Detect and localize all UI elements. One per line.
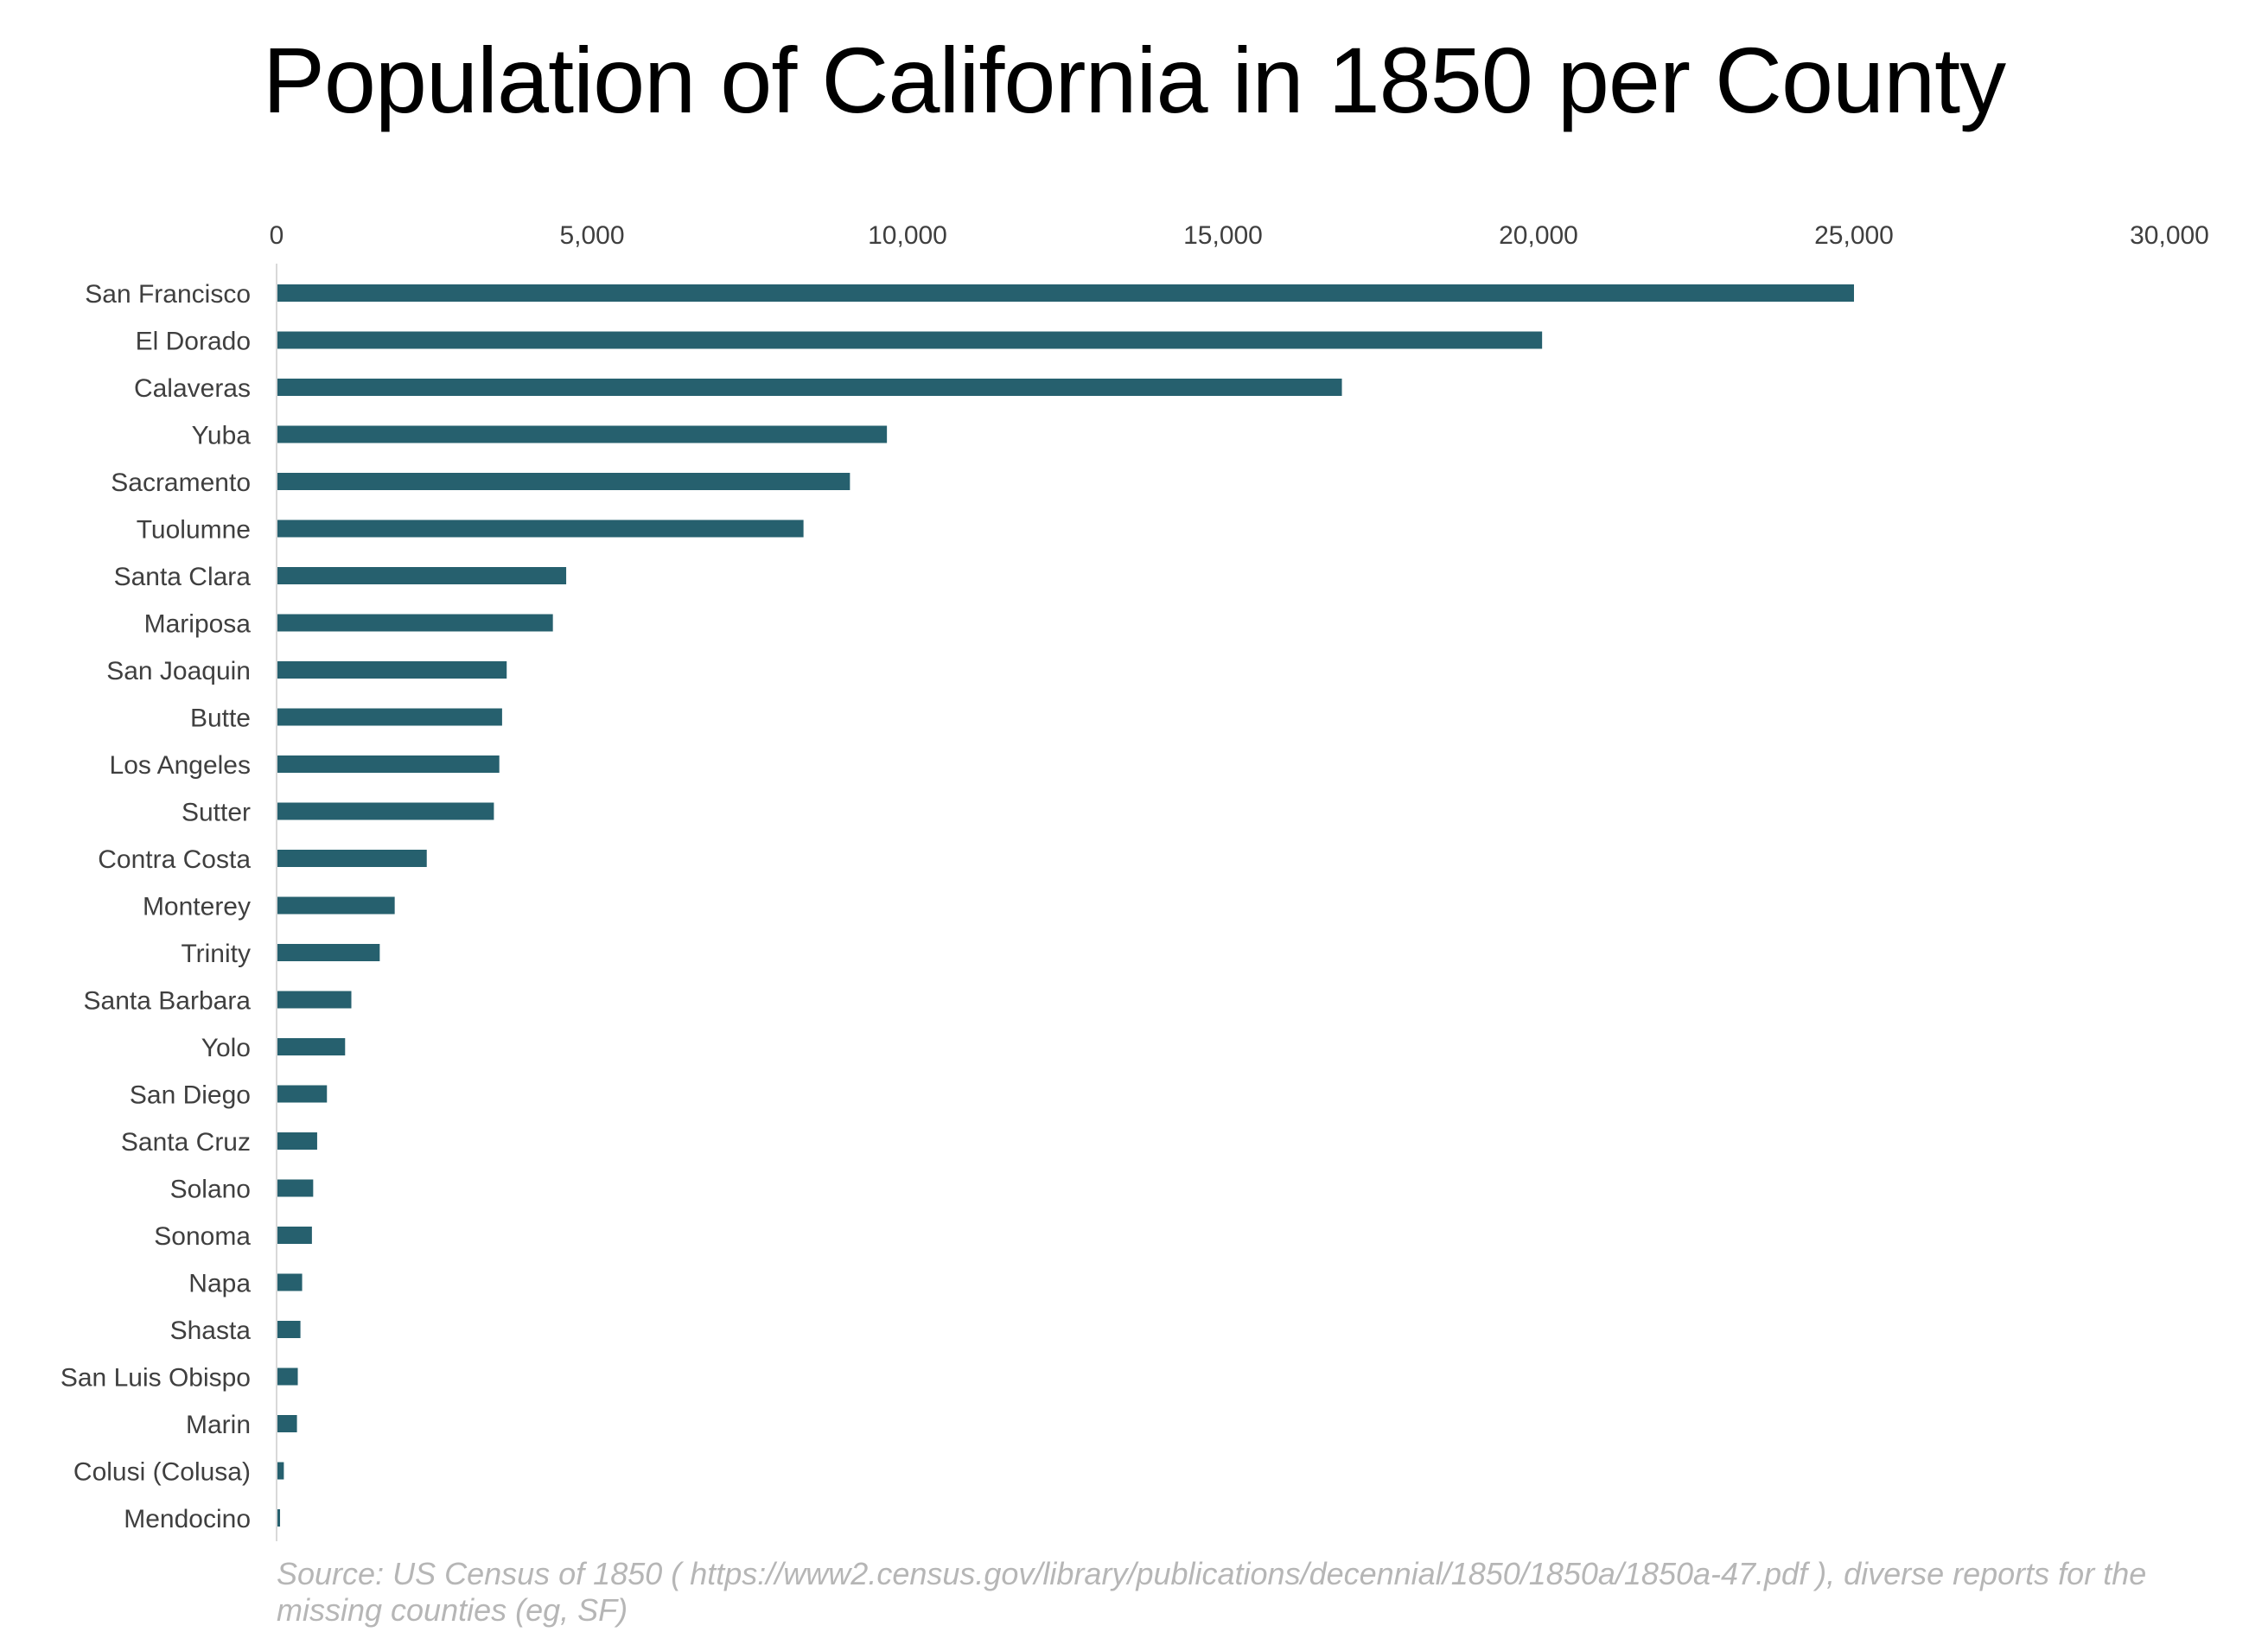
- y-category-label: Tuolumne: [137, 516, 251, 545]
- y-category-label: Yuba: [192, 422, 252, 450]
- bar: [277, 1227, 312, 1244]
- y-category-label: Butte: [190, 704, 251, 733]
- y-category-label: Trinity: [181, 940, 251, 968]
- bars: [277, 284, 1854, 1527]
- bar: [277, 284, 1854, 302]
- y-category-label: Santa Barbara: [84, 987, 252, 1016]
- bar: [277, 850, 427, 867]
- bar: [277, 991, 352, 1009]
- y-category-label: San Joaquin: [106, 657, 251, 685]
- bar: [277, 708, 502, 726]
- bar: [277, 1321, 301, 1338]
- x-tick-label: 25,000: [1814, 221, 1894, 250]
- bar: [277, 1038, 346, 1055]
- x-tick-label: 15,000: [1183, 221, 1263, 250]
- bar: [277, 1415, 297, 1432]
- bar: [277, 1462, 284, 1480]
- y-category-label: Calaveras: [134, 374, 251, 403]
- chart-title: Population of California in 1850 per Cou…: [262, 28, 2006, 132]
- bar: [277, 896, 395, 915]
- bar: [277, 520, 804, 538]
- y-category-label: Santa Cruz: [121, 1128, 251, 1157]
- bar: [277, 473, 850, 490]
- y-category-label: Mariposa: [144, 610, 252, 639]
- bar: [277, 1273, 303, 1291]
- y-category-label: San Diego: [130, 1081, 251, 1110]
- y-category-label: Sutter: [182, 799, 251, 827]
- y-category-label: Marin: [186, 1411, 251, 1439]
- x-tick-label: 10,000: [868, 221, 947, 250]
- bar: [277, 1509, 281, 1527]
- y-category-label: Yolo: [201, 1034, 251, 1062]
- x-axis-ticks: 0 5,000 10,000 15,000 20,000 25,000 30,000: [270, 221, 2209, 250]
- y-axis-labels: San Francisco El Dorado Calaveras Yuba Sacra…: [61, 280, 251, 1533]
- y-category-label: San Francisco: [85, 280, 251, 309]
- y-category-label: Shasta: [170, 1316, 252, 1345]
- y-category-label: Monterey: [143, 893, 251, 921]
- y-category-label: Solano: [170, 1176, 251, 1204]
- y-category-label: El Dorado: [136, 328, 251, 356]
- x-tick-label: 0: [270, 221, 284, 250]
- y-category-label: Contra Costa: [98, 845, 251, 874]
- y-category-label: Santa Clara: [114, 563, 252, 591]
- y-category-label: Sonoma: [154, 1222, 251, 1251]
- y-category-label: Colusi (Colusa): [73, 1458, 251, 1487]
- bar: [277, 661, 507, 679]
- bar: [277, 755, 500, 773]
- x-tick-label: 20,000: [1499, 221, 1578, 250]
- bar: [277, 379, 1342, 396]
- source-note: Source: US Census of 1850 ( https://www2…: [277, 1556, 2147, 1628]
- bar: [277, 944, 380, 961]
- bar: [277, 567, 567, 584]
- x-tick-label: 5,000: [559, 221, 624, 250]
- y-category-label: Napa: [188, 1270, 251, 1298]
- y-category-label: Sacramento: [111, 469, 251, 497]
- bar: [277, 802, 494, 820]
- bar: [277, 1085, 328, 1103]
- x-tick-label: 30,000: [2130, 221, 2209, 250]
- y-category-label: San Luis Obispo: [61, 1364, 251, 1393]
- bar: [277, 1179, 314, 1197]
- y-category-label: Los Angeles: [110, 751, 251, 780]
- y-category-label: Mendocino: [124, 1505, 251, 1533]
- bar: [277, 425, 888, 443]
- bar: [277, 1132, 317, 1150]
- bar: [277, 331, 1543, 349]
- bar: [277, 614, 553, 632]
- bar: [277, 1367, 298, 1386]
